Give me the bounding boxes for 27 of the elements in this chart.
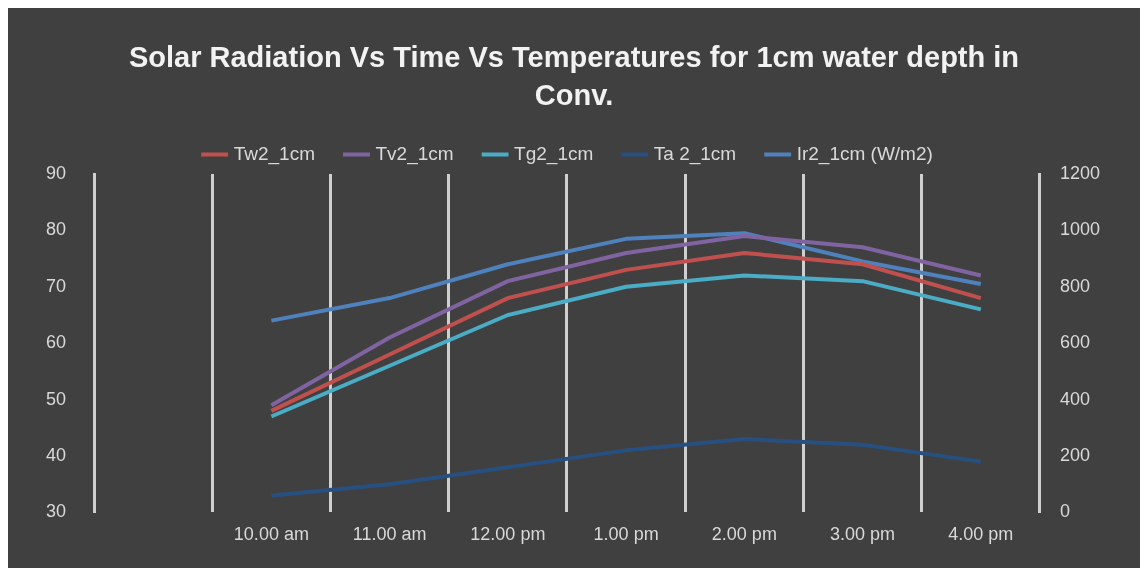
y-tick-label: 40 (45, 444, 67, 465)
y2-tick-label: 600 (1059, 332, 1090, 353)
legend-label: Tg2_1cm (514, 142, 594, 165)
legend-label: Ir2_1cm (W/m2) (796, 142, 933, 165)
y2-tick-label: 800 (1059, 275, 1090, 296)
y-tick-label: 70 (45, 275, 67, 296)
x-tick-label: 10.00 am (233, 524, 309, 545)
x-tick-label: 12.00 pm (470, 524, 546, 545)
y2-tick-label: 1000 (1059, 219, 1100, 240)
legend-label: Tv2_1cm (375, 142, 454, 165)
y2-tick-label: 400 (1059, 388, 1090, 409)
x-tick-label: 1.00 pm (593, 524, 659, 545)
y-tick-label: 50 (45, 388, 67, 409)
y2-tick-label: 1200 (1059, 162, 1100, 183)
x-tick-label: 2.00 pm (711, 524, 777, 545)
x-tick-label: 4.00 pm (948, 524, 1014, 545)
y-tick-label: 80 (45, 219, 67, 240)
y2-tick-label: 200 (1059, 444, 1090, 465)
y-tick-label: 30 (45, 501, 67, 522)
x-tick-label: 3.00 pm (830, 524, 896, 545)
x-tick-label: 11.00 am (352, 524, 427, 545)
legend-label: Tw2_1cm (233, 142, 315, 165)
y2-tick-label: 0 (1059, 501, 1070, 522)
y-tick-label: 90 (45, 162, 67, 183)
legend-label: Ta 2_1cm (653, 142, 737, 165)
y-tick-label: 60 (45, 332, 67, 353)
chart-title: Solar Radiation Vs Time Vs Temperatures for 1cm water depth in Conv. (127, 40, 1021, 111)
